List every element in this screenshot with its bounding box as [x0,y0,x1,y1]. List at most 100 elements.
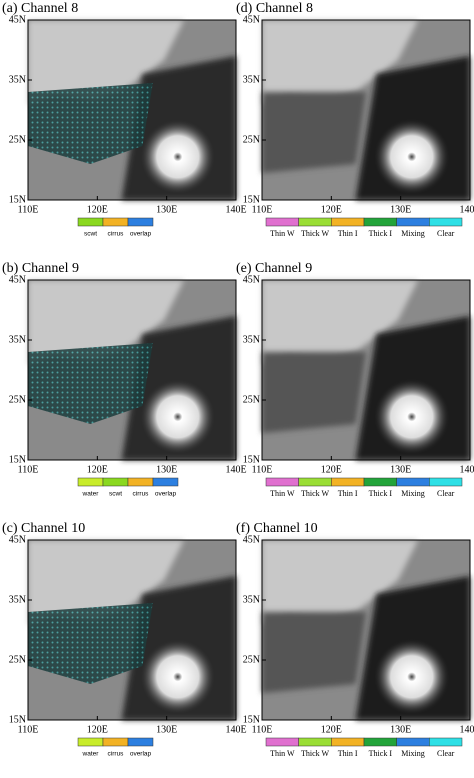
map-frame [261,279,471,461]
colorbar-segment [102,737,129,747]
lon-tick-label: 140E [459,204,474,215]
lat-tick-label: 35N [243,594,260,605]
map-frame [261,539,471,721]
colorbar-label: Thick I [369,749,393,758]
lat-tick-label: 35N [9,74,26,85]
colorbar-label: overlap [155,491,177,498]
lat-tick-label: 45N [243,534,260,545]
colorbar-label: scwt [84,231,97,238]
colorbar-segment [77,477,104,487]
colorbar-label: Thick I [369,229,393,238]
lon-tick-label: 120E [321,724,342,735]
lat-tick-label: 15N [9,714,26,725]
lat-tick-label: 15N [243,714,260,725]
colorbar-segment [127,477,154,487]
colorbar-label: cirrus [108,231,125,238]
colorbar-segment [298,477,332,487]
colorbar-segment [396,217,430,227]
lat-tick-label: 15N [243,194,260,205]
colorbar-label: overlap [130,231,152,238]
lat-tick-label: 45N [243,14,260,25]
lon-tick-label: 130E [390,464,411,475]
lon-tick-label: 140E [225,724,246,735]
colorbar-label: water [82,751,100,758]
lon-tick-label: 140E [459,724,474,735]
lat-tick-label: 45N [9,534,26,545]
lat-tick-label: 45N [9,274,26,285]
lat-tick-label: 35N [9,334,26,345]
colorbar-label: Thick I [369,489,393,498]
colorbar-label: Mixing [401,749,425,758]
colorbar-label: Thick W [301,749,330,758]
colorbar-segment [363,217,397,227]
colorbar-segment [298,217,332,227]
cloud-field [262,352,366,433]
colorbar-segment [429,477,463,487]
lon-tick-label: 140E [225,204,246,215]
lon-tick-label: 110E [18,464,39,475]
colorbar-label: Clear [437,229,455,238]
colorbar-label: Thin W [270,229,295,238]
lon-tick-label: 110E [252,464,273,475]
lat-tick-label: 15N [243,454,260,465]
colorbar-segment [331,217,365,227]
lon-tick-label: 130E [390,724,411,735]
colorbar-segment [396,477,430,487]
lon-tick-label: 140E [225,464,246,475]
colorbar-segment [77,217,104,227]
colorbar-segment [152,477,179,487]
cloud-field [262,92,366,173]
colorbar-segment [265,217,299,227]
clear-sky-hatch [28,343,153,424]
colorbar-label: Mixing [401,489,425,498]
colorbar-label: cirrus [133,491,150,498]
colorbar-segment [396,737,430,747]
typhoon [373,118,450,195]
colorbar-segment [127,217,154,227]
colorbar-segment [102,217,129,227]
cloud-land [28,280,184,365]
colorbar-label: Clear [437,489,455,498]
lat-tick-label: 35N [9,594,26,605]
colorbar-label: Thin I [338,489,358,498]
panel-title: (d) Channel 8 [236,1,313,16]
lon-tick-label: 120E [321,464,342,475]
lon-tick-label: 110E [18,204,39,215]
colorbar-label: Thick W [301,489,330,498]
lat-tick-label: 15N [9,194,26,205]
lat-tick-label: 25N [9,394,26,405]
lon-tick-label: 120E [87,204,108,215]
lon-tick-label: 130E [156,464,177,475]
lat-tick-label: 35N [243,74,260,85]
lon-tick-label: 110E [252,204,273,215]
colorbar-label: water [82,491,100,498]
colorbar-label: Thin I [338,229,358,238]
typhoon [139,378,216,455]
lat-tick-label: 35N [243,334,260,345]
lat-tick-label: 25N [243,654,260,665]
lon-tick-label: 120E [87,724,108,735]
colorbar-segment [102,477,129,487]
map-frame [261,19,471,201]
lat-tick-label: 25N [243,394,260,405]
panel-title: (f) Channel 10 [236,521,318,536]
colorbar-segment [77,737,104,747]
colorbar-segment [298,737,332,747]
colorbar-segment [331,737,365,747]
cloud-land [262,280,418,365]
lon-tick-label: 140E [459,464,474,475]
lat-tick-label: 45N [9,14,26,25]
lon-tick-label: 130E [156,724,177,735]
colorbar-segment [127,737,154,747]
typhoon [373,378,450,455]
cloud-land [262,20,418,105]
colorbar-label: scwt [109,491,122,498]
panel-title: (e) Channel 9 [236,261,312,276]
